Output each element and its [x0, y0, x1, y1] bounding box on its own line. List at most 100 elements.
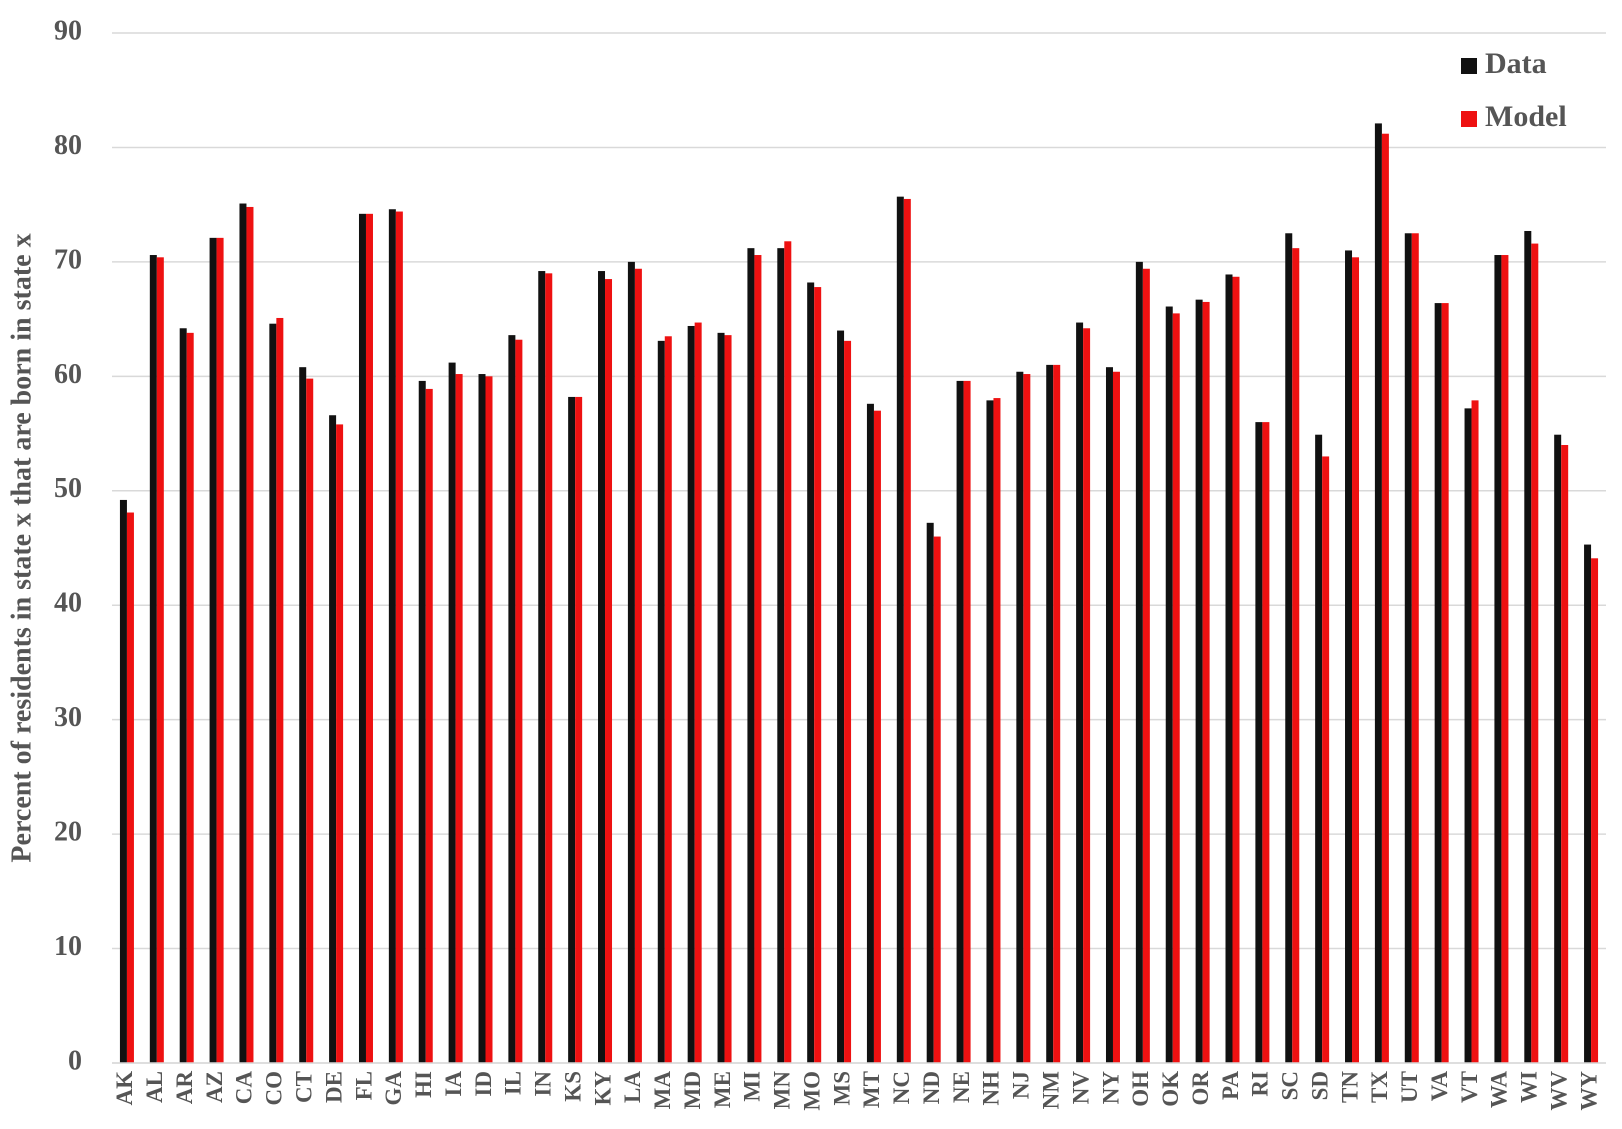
- bar: [926, 522, 934, 1063]
- bar: [448, 362, 456, 1064]
- x-tick-label: SC: [1278, 1071, 1303, 1100]
- bar: [1434, 303, 1442, 1064]
- x-tick-label: KY: [590, 1071, 615, 1106]
- bar: [239, 203, 247, 1063]
- x-tick-label: WV: [1546, 1071, 1571, 1111]
- bar: [956, 380, 964, 1063]
- bar: [814, 287, 822, 1064]
- y-tick-label: 0: [68, 1045, 82, 1076]
- y-tick-label: 70: [54, 244, 82, 275]
- bar: [119, 499, 127, 1063]
- x-tick-label: DE: [321, 1071, 346, 1103]
- bar: [156, 257, 164, 1063]
- x-tick-label: WI: [1517, 1071, 1542, 1103]
- x-tick-label: MT: [859, 1071, 884, 1108]
- bar: [963, 380, 971, 1063]
- bar: [1554, 434, 1562, 1063]
- x-tick-label: CO: [262, 1071, 287, 1106]
- bar: [1352, 257, 1360, 1063]
- bar: [1112, 371, 1120, 1063]
- x-tick-label: ND: [919, 1071, 944, 1104]
- bar: [455, 374, 463, 1063]
- bar: [515, 339, 523, 1063]
- bar: [418, 380, 426, 1063]
- bar: [844, 340, 852, 1063]
- y-tick-label: 40: [54, 588, 82, 619]
- x-tick-label: VT: [1457, 1071, 1482, 1103]
- bar: [276, 317, 284, 1063]
- bar: [485, 376, 493, 1063]
- y-tick-label: 80: [54, 130, 82, 161]
- legend-swatch: [1461, 111, 1477, 127]
- bar: [1501, 255, 1509, 1063]
- bar: [1195, 299, 1203, 1064]
- x-tick-label: NH: [979, 1071, 1004, 1106]
- bar: [873, 410, 881, 1064]
- bar: [627, 261, 635, 1063]
- x-tick-label: FL: [351, 1071, 376, 1100]
- bar: [807, 282, 815, 1063]
- bar: [657, 340, 665, 1063]
- bar: [1142, 268, 1150, 1063]
- bar: [1255, 422, 1263, 1064]
- y-tick-label: 30: [54, 702, 82, 733]
- bar: [1345, 250, 1353, 1063]
- bar: [329, 415, 337, 1063]
- bar: [1053, 364, 1061, 1063]
- bar: [717, 332, 725, 1063]
- y-tick-label: 10: [54, 931, 82, 962]
- bar: [395, 211, 403, 1064]
- bar: [299, 367, 307, 1064]
- x-tick-label: KS: [560, 1071, 585, 1102]
- bar: [933, 536, 941, 1063]
- x-tick-label: MD: [680, 1071, 705, 1109]
- bar: [508, 335, 516, 1064]
- bar: [1411, 233, 1419, 1063]
- bar: [1076, 322, 1084, 1063]
- bar: [126, 512, 134, 1063]
- bar: [993, 398, 1001, 1064]
- bar: [1225, 274, 1233, 1063]
- x-tick-label: WA: [1487, 1071, 1512, 1108]
- bar: [1202, 301, 1210, 1063]
- x-tick-label: OH: [1128, 1071, 1153, 1107]
- bar: [1285, 233, 1293, 1063]
- bar: [724, 335, 732, 1064]
- bar: [1165, 306, 1173, 1063]
- bar: [1531, 243, 1539, 1064]
- x-tick-label: OR: [1188, 1071, 1213, 1106]
- bar: [1135, 261, 1143, 1063]
- bar: [1315, 434, 1323, 1063]
- bar: [388, 209, 396, 1063]
- bar: [1322, 456, 1330, 1063]
- bar: [1591, 558, 1599, 1063]
- bar: [1262, 422, 1270, 1064]
- x-tick-label: MS: [829, 1071, 854, 1106]
- bar: [777, 248, 785, 1064]
- bar: [149, 255, 157, 1063]
- bar: [1404, 233, 1412, 1063]
- bar: [186, 332, 194, 1063]
- bar: [1494, 255, 1502, 1063]
- bar: [365, 213, 373, 1064]
- bar: [784, 241, 792, 1064]
- x-tick-label: MO: [799, 1071, 824, 1111]
- bar: [754, 255, 762, 1063]
- bar: [358, 213, 366, 1064]
- x-tick-label: ME: [710, 1071, 735, 1108]
- x-tick-label: AZ: [202, 1071, 227, 1103]
- bar: [903, 198, 911, 1063]
- x-tick-label: NM: [1039, 1071, 1064, 1110]
- y-tick-label: 60: [54, 359, 82, 390]
- bar: [216, 237, 224, 1063]
- bar: [1105, 367, 1113, 1064]
- bar: [1524, 230, 1532, 1063]
- x-tick-label: IN: [531, 1071, 556, 1097]
- x-tick-label: MI: [740, 1071, 765, 1102]
- bar: [986, 400, 994, 1063]
- bar: [1292, 248, 1300, 1064]
- bar: [575, 396, 583, 1063]
- bar: [246, 206, 254, 1063]
- x-tick-label: NC: [889, 1071, 914, 1104]
- bar: [1083, 328, 1091, 1063]
